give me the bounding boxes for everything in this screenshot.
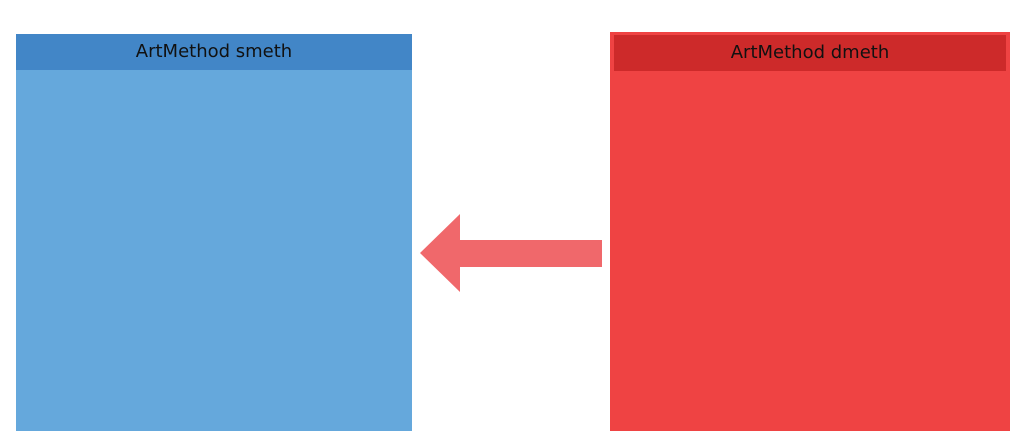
copy-direction-arrow — [420, 214, 602, 292]
source-method-title: ArtMethod smeth — [135, 41, 293, 62]
source-method-box: ArtMethod smeth — [16, 34, 412, 431]
dest-method-title: ArtMethod dmeth — [730, 42, 890, 63]
source-method-header: ArtMethod smeth — [16, 34, 412, 70]
dest-method-header: ArtMethod dmeth — [614, 35, 1006, 71]
dest-method-box: ArtMethod dmeth — [610, 32, 1010, 431]
left-arrow-icon — [420, 214, 602, 292]
